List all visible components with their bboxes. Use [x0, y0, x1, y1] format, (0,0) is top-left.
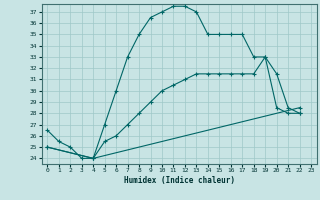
- X-axis label: Humidex (Indice chaleur): Humidex (Indice chaleur): [124, 176, 235, 185]
